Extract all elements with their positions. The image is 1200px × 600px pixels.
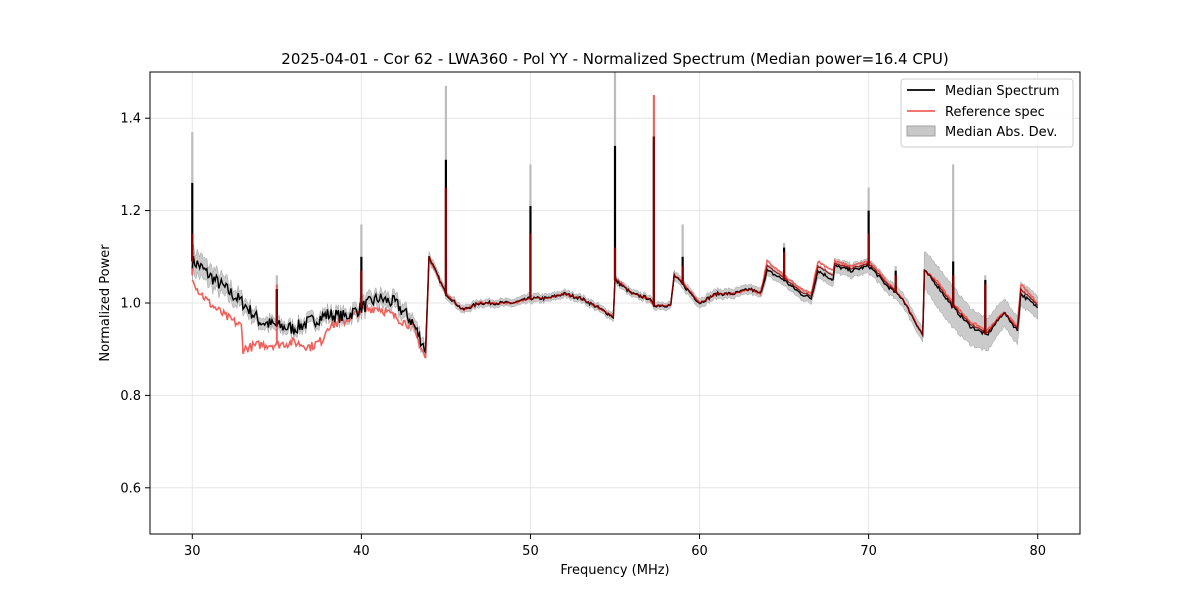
- y-tick-label: 1.4: [120, 112, 141, 127]
- x-tick-label: 40: [353, 544, 370, 559]
- y-tick-label: 0.8: [120, 389, 141, 404]
- x-axis-label: Frequency (MHz): [560, 563, 669, 578]
- legend-swatch-mad: [906, 125, 936, 137]
- legend-label-reference: Reference spec: [945, 105, 1045, 120]
- overlap-line: [424, 256, 1039, 354]
- x-tick-label: 80: [1029, 544, 1046, 559]
- legend-label-median: Median Spectrum: [945, 84, 1059, 99]
- x-tick-label: 50: [522, 544, 539, 559]
- x-tick-label: 30: [184, 544, 201, 559]
- y-axis-label: Normalized Power: [98, 244, 113, 362]
- y-tick-label: 1.2: [120, 204, 141, 219]
- y-tick-label: 1.0: [120, 297, 141, 312]
- x-tick-label: 60: [691, 544, 708, 559]
- median-line-layer: [191, 136, 1039, 354]
- y-tick-label: 0.6: [120, 481, 141, 496]
- mad-band: [192, 244, 1038, 359]
- plot-frame: [149, 71, 1081, 535]
- x-tick-label: 70: [860, 544, 877, 559]
- chart-title: 2025-04-01 - Cor 62 - LWA360 - Pol YY - …: [281, 50, 948, 68]
- axis-ticks: 30 40 50 60 70 80 0.6 0.8 1.0 1.2 1.4: [120, 112, 1046, 559]
- legend-label-mad: Median Abs. Dev.: [945, 125, 1057, 140]
- legend-box: [900, 78, 1074, 148]
- legend: Median Spectrum Reference spec Median Ab…: [900, 78, 1074, 148]
